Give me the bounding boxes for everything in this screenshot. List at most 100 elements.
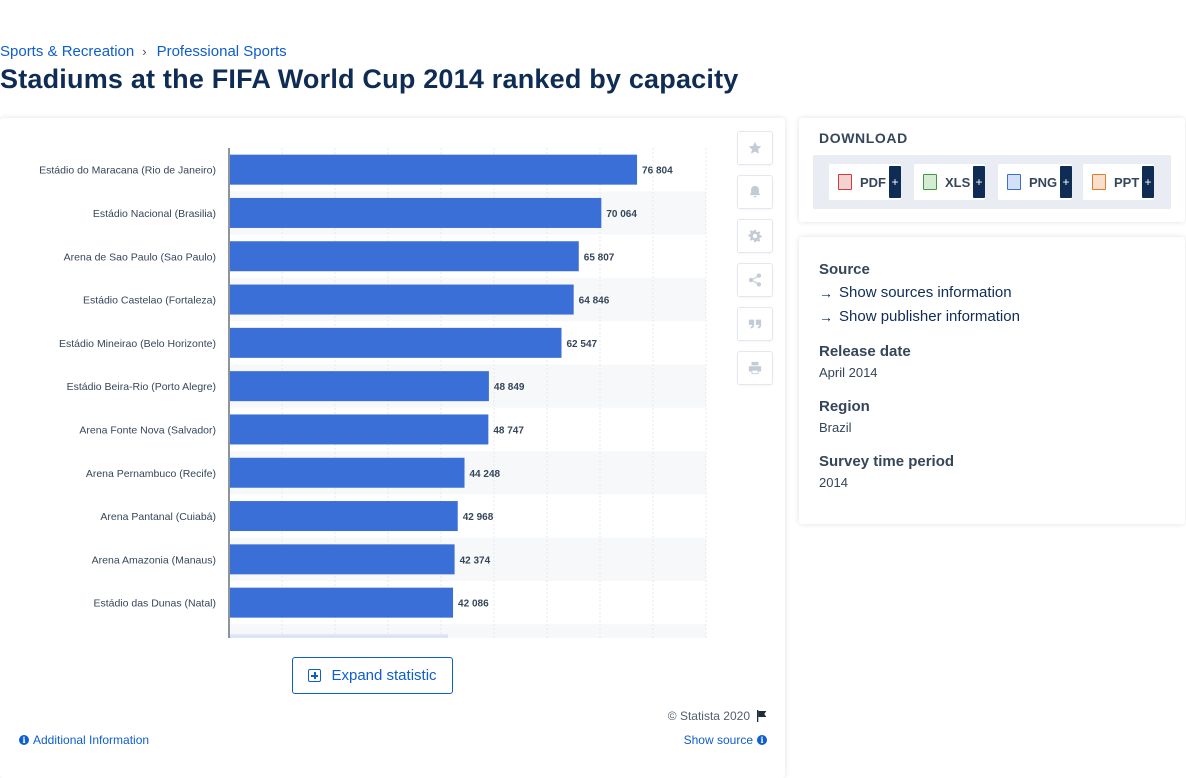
chart-fade-overlay (220, 708, 720, 758)
bar-chart: Estádio do Maracana (Rio de Janeiro) 76 8… (39, 148, 707, 638)
show-publisher-link[interactable]: → Show publisher information (819, 308, 1020, 325)
bar (230, 414, 489, 445)
value-label: 76 804 (642, 166, 673, 177)
category-label: Estádio do Maracana (Rio de Janeiro) (39, 165, 216, 177)
print-icon (748, 361, 762, 375)
value-label: 65 807 (584, 252, 615, 263)
breadcrumb-separator: › (142, 44, 147, 59)
category-label: Arena de Sao Paulo (Sao Paulo) (64, 251, 216, 263)
bar (230, 284, 574, 315)
source-heading: Source (819, 261, 870, 278)
value-label: 42 086 (458, 599, 489, 610)
download-pdf-button[interactable]: PDF + (829, 164, 901, 200)
expand-statistic-label: Expand statistic (331, 667, 437, 684)
breadcrumb: Sports & Recreation › Professional Sport… (0, 43, 287, 60)
chart-toolbar (737, 131, 773, 385)
plus-icon: + (889, 166, 901, 198)
download-ppt-label: PPT (1114, 174, 1140, 190)
bar (230, 544, 455, 575)
value-label: 42 374 (460, 555, 491, 566)
survey-period-value: 2014 (819, 475, 848, 490)
bar (230, 457, 465, 488)
release-date-value: April 2014 (819, 365, 878, 380)
copyright-text: © Statista 2020 (667, 709, 750, 723)
category-label: Estádio Beira-Rio (Porto Alegre) (67, 381, 216, 393)
bar (230, 501, 458, 532)
category-label: Estádio Nacional (Brasilia) (93, 208, 216, 220)
plus-icon: + (1142, 166, 1154, 198)
download-pdf-label: PDF (860, 174, 886, 190)
download-xls-button[interactable]: XLS + (914, 164, 985, 200)
plus-icon: + (973, 166, 985, 198)
value-label: 48 849 (494, 382, 525, 393)
png-file-icon (1007, 174, 1021, 190)
download-png-button[interactable]: PNG + (998, 164, 1072, 200)
breadcrumb-subcategory-link[interactable]: Professional Sports (156, 43, 287, 60)
info-icon: i (757, 735, 767, 745)
category-label: Estádio das Dunas (Natal) (93, 598, 216, 610)
region-heading: Region (819, 398, 870, 415)
download-ppt-button[interactable]: PPT + (1083, 164, 1154, 200)
arrow-right-icon: → (819, 308, 833, 325)
plus-icon: + (1060, 166, 1072, 198)
category-label: Arena Pernambuco (Recife) (86, 468, 216, 480)
release-date-heading: Release date (819, 343, 911, 360)
bar (230, 241, 579, 272)
share-icon (748, 273, 762, 287)
cite-button[interactable] (737, 307, 773, 341)
xls-file-icon (923, 174, 937, 190)
category-label: Arena Amazonia (Manaus) (92, 554, 216, 566)
download-title: DOWNLOAD (819, 130, 908, 146)
show-source-link[interactable]: Show source i (684, 733, 767, 747)
statistic-details-card: Source → Show sources information → Show… (799, 237, 1185, 524)
download-png-label: PNG (1029, 174, 1058, 190)
value-label: 48 747 (493, 425, 524, 436)
gear-icon (748, 229, 762, 243)
download-buttons: PDF + XLS + PNG + PPT + (813, 155, 1171, 209)
star-icon (748, 141, 762, 154)
value-label: 42 968 (463, 512, 494, 523)
flag-icon[interactable] (756, 710, 767, 722)
additional-information-link[interactable]: i Additional Information (19, 733, 149, 747)
bar (230, 197, 602, 228)
region-value: Brazil (819, 420, 852, 435)
show-sources-label: Show sources information (839, 284, 1012, 301)
statista-copyright: © Statista 2020 (668, 709, 767, 723)
show-publisher-label: Show publisher information (839, 308, 1020, 325)
bar-partial (230, 634, 449, 638)
expand-statistic-button[interactable]: Expand statistic (292, 657, 453, 694)
download-card: DOWNLOAD PDF + XLS + PNG + PPT + (799, 118, 1185, 222)
bar (230, 371, 489, 402)
notification-button[interactable] (737, 175, 773, 209)
chart-card: Estádio do Maracana (Rio de Janeiro) 76 8… (0, 118, 785, 778)
category-label: Arena Fonte Nova (Salvador) (79, 424, 216, 436)
download-xls-label: XLS (945, 174, 971, 190)
category-label: Arena Pantanal (Cuiabá) (100, 511, 216, 523)
value-label: 62 547 (566, 339, 597, 350)
bar (230, 587, 454, 618)
print-button[interactable] (737, 351, 773, 385)
show-sources-link[interactable]: → Show sources information (819, 284, 1012, 301)
bar (230, 327, 562, 358)
category-label: Estádio Castelao (Fortaleza) (83, 295, 216, 307)
settings-button[interactable] (737, 219, 773, 253)
expand-icon (308, 669, 322, 682)
favorite-button[interactable] (737, 131, 773, 165)
additional-information-label: Additional Information (33, 733, 150, 747)
bar (230, 154, 638, 185)
page-title: Stadiums at the FIFA World Cup 2014 rank… (0, 64, 739, 94)
info-icon: i (19, 735, 29, 745)
ppt-file-icon (1092, 174, 1106, 190)
quote-icon (748, 319, 762, 329)
category-label: Estádio Mineirao (Belo Horizonte) (59, 338, 216, 350)
arrow-right-icon: → (819, 284, 833, 301)
value-label: 44 248 (470, 469, 501, 480)
share-button[interactable] (737, 263, 773, 297)
value-label: 64 846 (579, 296, 610, 307)
value-label: 70 064 (606, 209, 637, 220)
show-source-label: Show source (683, 733, 753, 747)
breadcrumb-category-link[interactable]: Sports & Recreation (0, 43, 135, 60)
pdf-file-icon (838, 174, 852, 190)
bell-icon (749, 185, 761, 198)
survey-period-heading: Survey time period (819, 453, 955, 470)
